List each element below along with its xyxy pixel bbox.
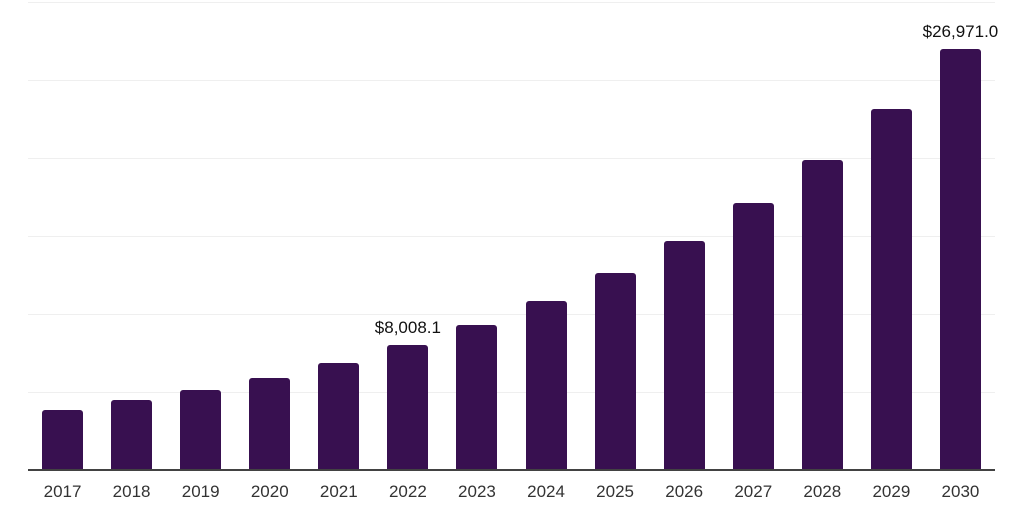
bar-2025 (594, 272, 636, 470)
x-tick-label-2021: 2021 (319, 482, 358, 501)
x-tick-label-2030: 2030 (941, 482, 980, 501)
bar-2029 (870, 109, 912, 470)
bar-2028 (801, 159, 843, 470)
x-tick-label-2027: 2027 (734, 482, 773, 501)
x-tick-label-2017: 2017 (43, 482, 82, 501)
x-tick-label-2028: 2028 (803, 482, 842, 501)
bar-2023 (456, 325, 498, 470)
data-label-2022: $8,008.1 (374, 318, 441, 338)
bar-2024 (525, 300, 567, 470)
x-tick-label-2029: 2029 (872, 482, 911, 501)
bar-2022 (387, 345, 429, 470)
gridline (28, 2, 995, 3)
x-tick-label-2023: 2023 (458, 482, 496, 501)
x-tick-label-2019: 2019 (181, 482, 220, 501)
bar-2026 (663, 241, 705, 470)
bar-2021 (318, 362, 360, 470)
bar-2030 (939, 49, 981, 470)
bar-2019 (180, 389, 222, 470)
gridline (28, 158, 995, 159)
x-tick-label-2018: 2018 (112, 482, 151, 501)
gridline (28, 236, 995, 237)
bar-2027 (732, 203, 774, 470)
x-tick-label-2026: 2026 (665, 482, 704, 501)
bar-2020 (249, 377, 291, 470)
gridline (28, 314, 995, 315)
bar-2017 (42, 410, 84, 470)
x-tick-label-2025: 2025 (596, 482, 635, 501)
x-tick-label-2024: 2024 (527, 482, 565, 501)
gridline (28, 80, 995, 81)
gridline (28, 392, 995, 393)
x-tick-label-2020: 2020 (250, 482, 289, 501)
x-tick-label-2022: 2022 (388, 482, 427, 501)
bar-2018 (111, 400, 153, 470)
data-label-2030: $26,971.0 (922, 22, 999, 42)
x-axis-line (28, 469, 995, 471)
